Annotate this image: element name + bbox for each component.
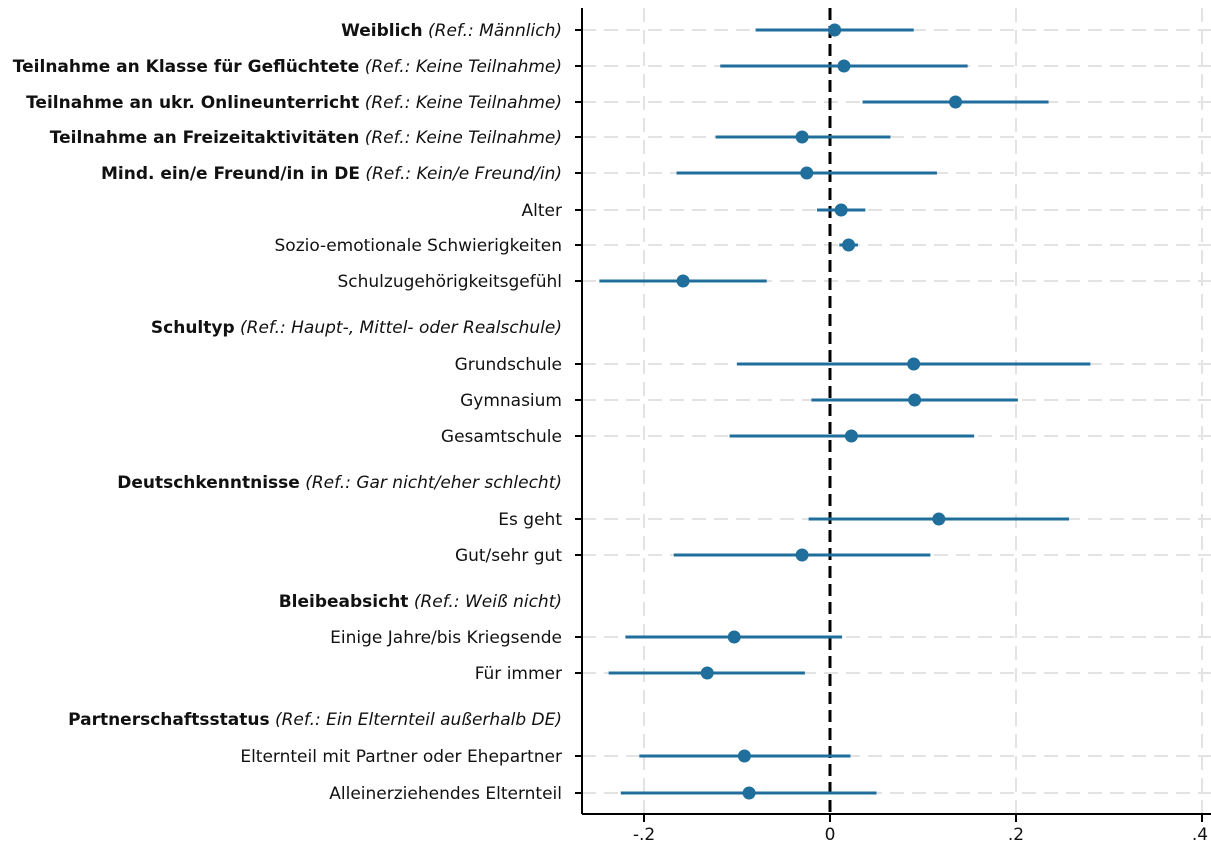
point-estimate	[932, 512, 946, 526]
row-label: Für immer	[475, 664, 562, 684]
point-estimate	[837, 59, 851, 73]
row-label: Weiblich (Ref.: Männlich)	[341, 21, 562, 41]
row-label: Es geht	[498, 510, 562, 530]
gridlines	[582, 8, 1211, 814]
group-header-label: Partnerschaftsstatus (Ref.: Ein Elternte…	[68, 710, 562, 730]
x-tick-label: -.2	[633, 825, 655, 845]
point-estimate	[737, 749, 751, 763]
group-header-label: Schultyp (Ref.: Haupt-, Mittel- oder Rea…	[151, 318, 562, 338]
point-estimate	[742, 786, 756, 800]
x-tick-labels: -.2 0 .2 .4	[633, 825, 1208, 845]
group-header-label: Bleibeabsicht (Ref.: Weiß nicht)	[279, 592, 562, 612]
row-label: Alleinerziehendes Elternteil	[329, 784, 562, 804]
point-estimate	[907, 357, 921, 371]
point-estimate	[795, 548, 809, 562]
point-estimate	[700, 666, 714, 680]
x-tick-label: .4	[1192, 825, 1208, 845]
point-estimate	[828, 23, 842, 37]
point-estimate	[676, 274, 690, 288]
row-label: Teilnahme an Klasse für Geflüchtete (Ref…	[13, 57, 562, 77]
point-estimate	[800, 166, 814, 180]
row-label: Teilnahme an Freizeitaktivitäten (Ref.: …	[50, 128, 562, 148]
point-estimate	[844, 429, 858, 443]
row-label: Mind. ein/e Freund/in in DE (Ref.: Kein/…	[101, 164, 562, 184]
row-label: Gut/sehr gut	[455, 546, 562, 566]
row-label: Alter	[522, 201, 562, 221]
estimates	[599, 23, 1091, 800]
point-estimate	[795, 130, 809, 144]
row-label: Schulzugehörigkeitsgefühl	[338, 272, 563, 292]
row-label: Grundschule	[455, 355, 562, 375]
row-label: Einige Jahre/bis Kriegsende	[330, 628, 562, 648]
row-labels: Weiblich (Ref.: Männlich) Teilnahme an Kl…	[13, 21, 563, 804]
axes	[575, 8, 1211, 822]
point-estimate	[842, 238, 856, 252]
x-tick-label: 0	[825, 825, 836, 845]
point-estimate	[949, 95, 963, 109]
row-label: Gymnasium	[460, 391, 562, 411]
point-estimate	[908, 393, 922, 407]
row-label: Sozio-emotionale Schwierigkeiten	[275, 236, 563, 256]
point-estimate	[727, 630, 741, 644]
point-estimate	[834, 203, 848, 217]
group-header-label: Deutschkenntnisse (Ref.: Gar nicht/eher …	[117, 473, 562, 493]
row-label: Gesamtschule	[441, 427, 562, 447]
x-tick-label: .2	[1008, 825, 1024, 845]
row-label: Elternteil mit Partner oder Ehepartner	[240, 747, 562, 767]
row-label: Teilnahme an ukr. Onlineunterricht (Ref.…	[26, 93, 562, 113]
